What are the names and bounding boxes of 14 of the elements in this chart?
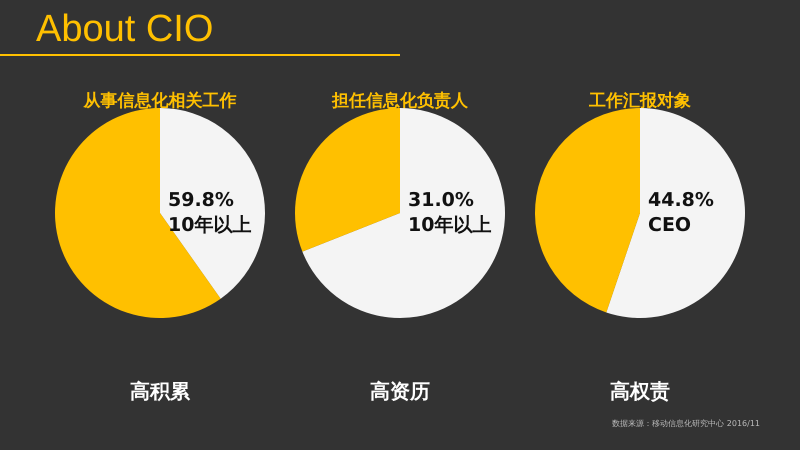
- chart-title: 担任信息化负责人: [330, 90, 469, 112]
- text: About CIO: [0, 6, 400, 56]
- text: CEO: [648, 214, 692, 236]
- text: 10年以上: [408, 214, 492, 236]
- text: 31.0%: [408, 188, 474, 211]
- text: 高积累: [129, 378, 191, 405]
- text: 高权责: [609, 378, 671, 405]
- source-note: 数据来源：移动信息化研究中心 2016/11: [612, 418, 760, 429]
- chart-title: 从事信息化相关工作: [82, 90, 238, 112]
- text: 59.8%: [168, 188, 234, 211]
- text: 44.8%: [648, 188, 714, 211]
- text: 高资历: [369, 378, 431, 405]
- text: 10年以上: [168, 214, 252, 236]
- chart-title: 工作汇报对象: [588, 90, 692, 112]
